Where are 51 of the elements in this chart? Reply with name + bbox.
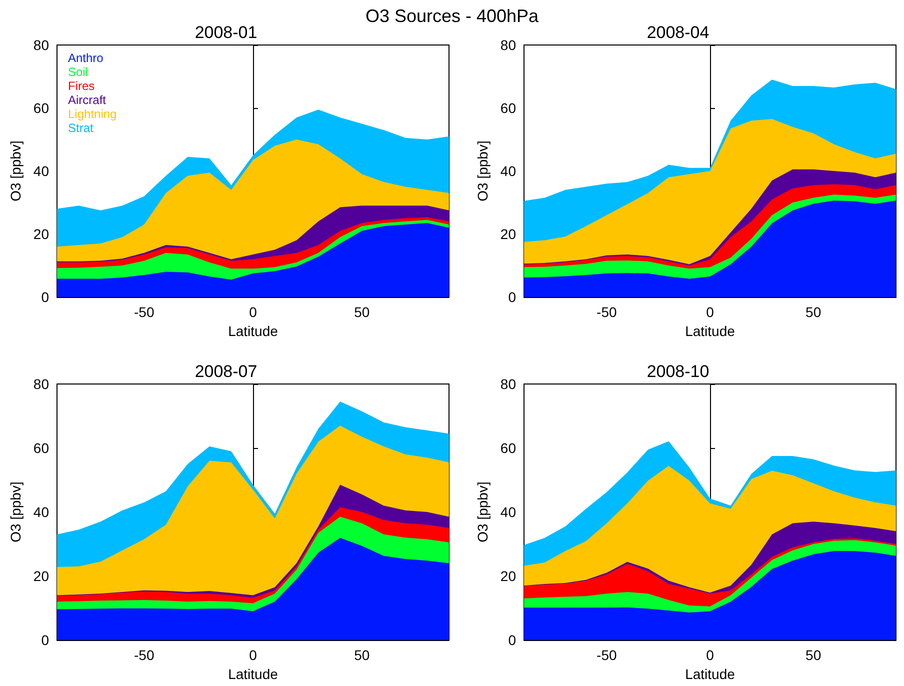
y-axis-title: O3 [ppbv] [8, 140, 24, 202]
y-axis-title: O3 [ppbv] [474, 140, 491, 202]
text: Fires [68, 79, 95, 93]
x-axis-title: Latitude [685, 666, 736, 682]
text: Anthro [68, 51, 104, 65]
x-tick-label: 0 [706, 304, 714, 320]
y-tick-label: 40 [33, 504, 50, 520]
x-tick-label: 0 [249, 304, 258, 320]
x-tick-label: 50 [354, 304, 370, 320]
y-tick-label: 40 [500, 504, 516, 520]
x-tick-label: -50 [596, 647, 617, 663]
x-tick-label: 50 [354, 647, 370, 663]
y-tick-label: 0 [41, 632, 50, 648]
x-tick-label: 50 [806, 647, 822, 663]
chart-title: 2008-07 [194, 362, 258, 381]
x-tick-label: 0 [249, 647, 258, 663]
y-tick-label: 40 [500, 163, 516, 179]
text: Strat [68, 121, 94, 135]
y-tick-label: 60 [500, 440, 516, 456]
y-tick-label: 60 [33, 100, 50, 116]
x-axis-title: Latitude [228, 322, 278, 339]
x-tick-label: -50 [134, 304, 154, 320]
y-tick-label: 20 [500, 568, 516, 584]
chart-title: 2008-10 [646, 362, 710, 381]
x-tick-label: -50 [596, 304, 617, 320]
y-tick-label: 0 [508, 289, 516, 305]
x-axis-title: Latitude [228, 666, 278, 682]
text: O3 Sources - 400hPa [365, 6, 539, 26]
y-tick-label: 60 [33, 440, 50, 456]
y-tick-label: 20 [33, 226, 50, 242]
y-tick-label: 60 [500, 100, 516, 116]
y-tick-label: 40 [33, 163, 50, 179]
chart-title: 2008-01 [194, 23, 258, 42]
y-tick-label: 80 [33, 37, 50, 53]
text: Soil [68, 65, 88, 79]
x-tick-label: 50 [806, 304, 822, 320]
y-tick-label: 20 [500, 226, 516, 242]
x-tick-label: 0 [706, 647, 714, 663]
y-tick-label: 20 [33, 568, 50, 584]
x-tick-label: -50 [134, 647, 154, 663]
y-axis-title: O3 [ppbv] [474, 482, 491, 542]
x-axis-title: Latitude [685, 322, 736, 339]
chart-title: 2008-04 [646, 23, 710, 42]
text: Aircraft [68, 93, 107, 107]
y-tick-label: 0 [508, 632, 516, 648]
y-tick-label: 80 [500, 376, 516, 392]
y-tick-label: 80 [33, 376, 50, 392]
y-tick-label: 80 [500, 37, 516, 53]
text: Lightning [68, 107, 117, 121]
y-tick-label: 0 [41, 289, 50, 305]
y-axis-title: O3 [ppbv] [8, 482, 24, 542]
